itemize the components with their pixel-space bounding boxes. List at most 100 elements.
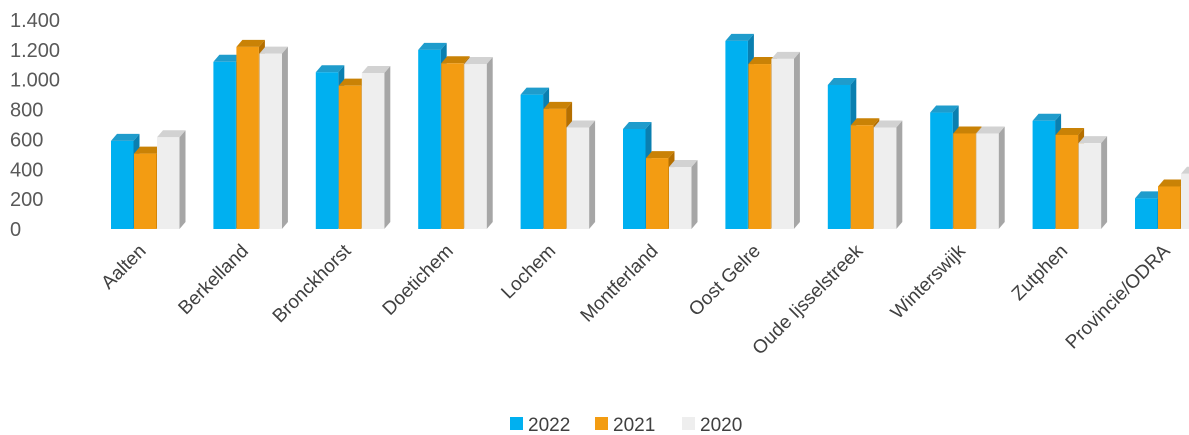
- bar-top-face: [1158, 179, 1187, 187]
- bar-top-face: [464, 57, 493, 65]
- bar-front-face: [464, 64, 487, 230]
- bar-top-face: [976, 126, 1005, 134]
- x-category-label: Montferland: [577, 241, 663, 327]
- bar-series: [111, 33, 1189, 230]
- bar-front-face: [1181, 173, 1189, 229]
- bar-top-face: [827, 77, 857, 85]
- bar-front-face: [953, 133, 976, 229]
- bar-2020-montferland: [669, 160, 698, 229]
- bar-top-face: [669, 160, 698, 168]
- y-tick-label: 800: [10, 100, 43, 122]
- bar-front-face: [157, 137, 180, 229]
- bar-top-face: [315, 65, 345, 73]
- bar-front-face: [213, 61, 236, 229]
- bar-front-face: [725, 40, 748, 230]
- bar-top-face: [748, 57, 777, 65]
- bar-side-face: [998, 126, 1005, 229]
- bar-side-face: [793, 51, 800, 229]
- bar-side-face: [691, 160, 698, 229]
- bar-top-face: [111, 133, 140, 141]
- bar-top-face: [441, 56, 470, 64]
- x-category-label: Provincie/ODRA: [1062, 240, 1175, 353]
- bar-top-face: [873, 120, 903, 128]
- bar-front-face: [315, 72, 339, 229]
- y-tick-label: 1.400: [10, 10, 60, 32]
- bar-top-face: [623, 121, 652, 129]
- x-category-label: Berkelland: [175, 241, 253, 319]
- bar-top-face: [418, 42, 447, 50]
- bar-top-face: [1135, 191, 1164, 199]
- y-tick-label: 1.200: [10, 40, 60, 62]
- bar-front-face: [623, 128, 646, 229]
- bar-front-face: [361, 72, 385, 229]
- bar-2020-winterswijk: [976, 126, 1005, 229]
- bar-front-face: [236, 46, 259, 229]
- bar-2020-bronckhorst: [361, 65, 391, 229]
- bar-front-face: [259, 53, 282, 229]
- bar-top-face: [1181, 166, 1189, 174]
- bar-top-face: [134, 146, 163, 154]
- bar-top-face: [850, 118, 880, 126]
- bar-top-face: [338, 78, 368, 86]
- bar-2020-oude-ijsselstreek: [873, 120, 903, 229]
- bar-top-face: [566, 120, 596, 128]
- legend-label: 2021: [613, 415, 655, 435]
- bar-front-face: [543, 108, 567, 229]
- bar-front-face: [520, 94, 544, 230]
- bar-front-face: [134, 153, 157, 229]
- legend-label: 2022: [528, 415, 570, 435]
- bar-top-face: [157, 130, 186, 138]
- bar-front-face: [976, 133, 999, 229]
- bar-front-face: [418, 49, 441, 229]
- bar-top-face: [213, 54, 242, 62]
- legend-swatch: [595, 417, 608, 430]
- bar-side-face: [384, 65, 391, 229]
- legend-label: 2020: [700, 415, 742, 435]
- bar-top-face: [930, 105, 959, 113]
- bar-side-face: [486, 57, 493, 229]
- bar-front-face: [441, 63, 464, 229]
- x-category-label: Winterswijk: [887, 240, 970, 323]
- bar-top-face: [520, 87, 550, 95]
- x-category-label: Zutphen: [1008, 241, 1072, 305]
- bar-side-face: [896, 120, 903, 229]
- bar-front-face: [873, 127, 897, 229]
- bar-side-face: [179, 130, 186, 229]
- x-category-label: Oude Ijsselstreek: [749, 240, 868, 359]
- x-category-label: Aalten: [98, 241, 151, 294]
- bar-top-face: [236, 39, 265, 47]
- x-category-label: Lochem: [497, 241, 560, 304]
- bar-front-face: [1158, 186, 1181, 229]
- bar-front-face: [1135, 198, 1158, 229]
- legend-item-2021: 2021: [595, 415, 655, 435]
- bar-top-face: [1055, 127, 1085, 135]
- bar-front-face: [1032, 120, 1056, 229]
- bar-front-face: [930, 112, 953, 229]
- legend-swatch: [510, 417, 523, 430]
- bar-front-face: [771, 58, 794, 229]
- bar-front-face: [827, 84, 851, 229]
- bar-front-face: [338, 85, 362, 229]
- bar-side-face: [589, 120, 596, 229]
- bar-side-face: [1101, 136, 1108, 229]
- bar-top-face: [646, 151, 675, 159]
- bar-front-face: [669, 167, 692, 229]
- bar-2020-provincie-odra: [1181, 166, 1189, 229]
- bar-top-face: [361, 65, 391, 73]
- x-axis-labels: Aalten Berkelland Bronckhorst Doetichem Loch…: [98, 240, 1175, 359]
- bar-2020-aalten: [157, 130, 186, 229]
- bar-top-face: [1032, 113, 1062, 121]
- legend-swatch: [682, 417, 695, 430]
- bar-top-face: [259, 46, 288, 54]
- bar-front-face: [748, 64, 771, 230]
- x-category-label: Oost Gelre: [685, 241, 765, 321]
- legend-item-2020: 2020: [682, 415, 742, 435]
- bar-top-face: [953, 126, 982, 134]
- bar-side-face: [281, 46, 288, 229]
- y-tick-label: 200: [10, 189, 43, 211]
- bar-front-face: [646, 158, 669, 229]
- y-tick-label: 0: [10, 219, 21, 241]
- bar-2020-berkelland: [259, 46, 288, 229]
- legend: 2022 2021 2020: [510, 415, 742, 435]
